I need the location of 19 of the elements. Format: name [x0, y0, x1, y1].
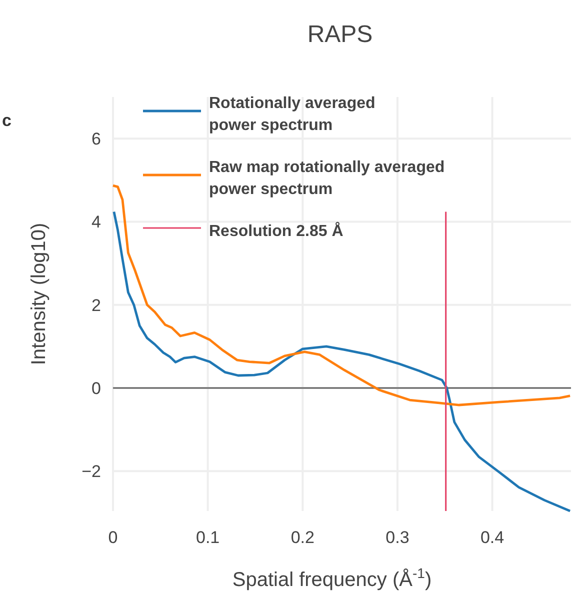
x-axis-title: Spatial frequency (Å$^{-1}$): [232, 565, 432, 591]
text: c: [2, 111, 12, 130]
y-tick-label: 6: [92, 130, 101, 149]
y-tick-label: 2: [92, 296, 101, 315]
legend-label: Rotationally averaged power spectrum: [209, 95, 376, 134]
x-tick-label: 0.4: [480, 528, 504, 547]
legend-label: Raw map rotationally averaged power spectrum: [209, 159, 445, 198]
x-tick-label: 0.3: [386, 528, 410, 547]
x-tick-label: 0: [108, 528, 118, 547]
x-tick-label: 0.2: [290, 528, 314, 547]
x-tick-label: 0.1: [196, 528, 220, 547]
y-tick-label: 0: [92, 378, 101, 398]
legend-label: Resolution 2.85 Å: [209, 221, 344, 240]
line-series: [112, 184, 572, 406]
y-axis-title: Intensity (log10): [28, 222, 50, 366]
y-tick-label: 4: [92, 212, 101, 232]
chart-title: RAPS: [307, 21, 373, 48]
line-series: [112, 210, 572, 512]
y-tick-label: −2: [82, 462, 101, 482]
